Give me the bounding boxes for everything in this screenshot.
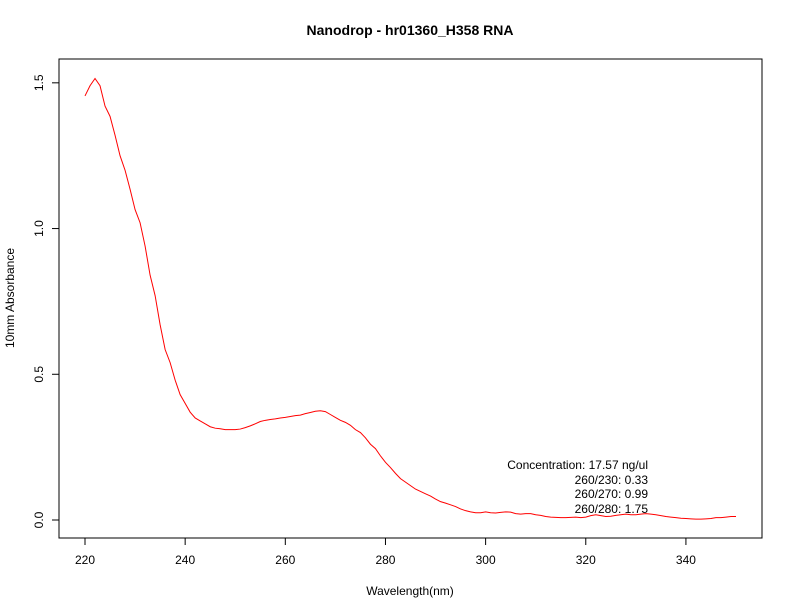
x-tick-label: 340: [676, 553, 696, 567]
x-tick-label: 320: [576, 553, 596, 567]
annotation-260-230: 260/230: 0.33: [575, 473, 649, 487]
absorbance-line: [84, 77, 736, 520]
series-layer: [84, 77, 736, 520]
chart-title: Nanodrop - hr01360_H358 RNA: [307, 22, 514, 38]
y-axis: 0.0 0.5 1.0 1.5: [32, 74, 60, 528]
y-tick-label: 0.0: [32, 511, 46, 528]
y-tick-label: 1.0: [32, 220, 46, 237]
y-tick-label: 0.5: [32, 366, 46, 383]
x-tick-label: 260: [275, 553, 295, 567]
y-tick-label: 1.5: [32, 74, 46, 91]
annotation-260-270: 260/270: 0.99: [575, 487, 649, 501]
x-axis-label: Wavelength(nm): [366, 584, 454, 598]
x-tick-label: 300: [476, 553, 496, 567]
annotation-block: Concentration: 17.57 ng/ul 260/230: 0.33…: [507, 458, 648, 516]
annotation-260-280: 260/280: 1.75: [575, 502, 649, 516]
x-tick-label: 240: [175, 553, 195, 567]
x-tick-label: 280: [375, 553, 395, 567]
x-axis: 220 240 260 280 300 320 340: [75, 537, 696, 567]
annotation-concentration: Concentration: 17.57 ng/ul: [507, 458, 648, 472]
x-tick-label: 220: [75, 553, 95, 567]
y-axis-label: 10mm Absorbance: [3, 248, 17, 348]
